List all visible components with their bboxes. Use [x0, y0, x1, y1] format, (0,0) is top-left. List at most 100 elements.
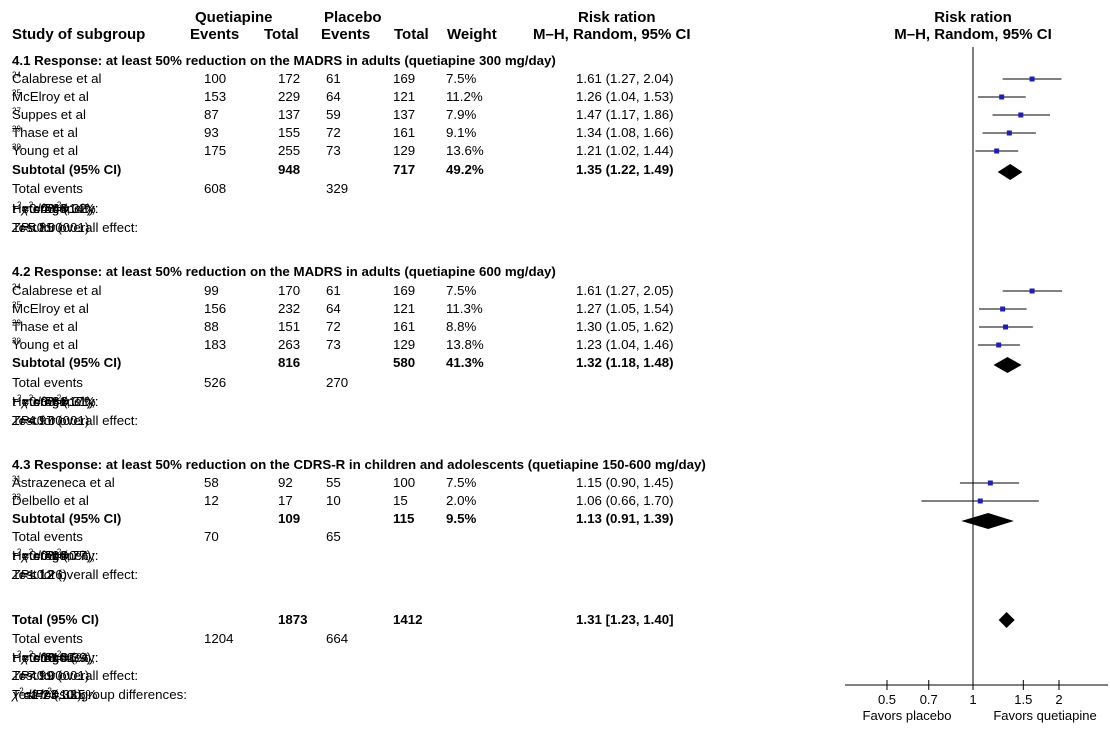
risk-ratio-ci: 1.61 (1.27, 2.05)	[576, 283, 674, 298]
subtotal-risk-ratio-ci: 1.13 (0.91, 1.39)	[576, 511, 674, 526]
study-name: Thase et al	[12, 125, 78, 140]
weight: 7.5%	[446, 283, 477, 298]
x-tick-label: 2	[1055, 692, 1062, 707]
study-name: Calabrese et al	[12, 71, 102, 86]
plot-title: Risk ration	[934, 9, 1012, 26]
grand-overall-effect-prefix: Test for overall effect:	[12, 668, 139, 683]
study-point	[1006, 130, 1012, 136]
overall-effect-text: Test for overall effect: Z =1.12 (P <0.26)	[12, 566, 138, 584]
study-name-cell: Young et al 30	[12, 142, 78, 160]
placebo-events: 73	[326, 337, 341, 352]
tau-symbol: τ	[12, 650, 17, 665]
placebo-total: 129	[393, 143, 416, 158]
i-symbol: I	[53, 548, 57, 563]
weight: 2.0%	[446, 493, 477, 508]
overall-effect-row: Test for overall effect: Z =5.85 (P <0.000…	[0, 219, 860, 237]
quetiapine-total: 170	[278, 283, 301, 298]
study-row: Thase et al 29 88 151 72 161 8.8% 1.30 (1.05, 1…	[0, 318, 860, 336]
grand-total-events-placebo: 664	[326, 631, 349, 646]
subtotal-quetiapine-total: 816	[278, 355, 301, 370]
chi-squared: 2	[28, 547, 34, 557]
quetiapine-total: 17	[278, 493, 293, 508]
chi-value: =10.62,	[33, 650, 78, 665]
i-symbol: I	[43, 687, 48, 702]
heterogeneity-text: Heterogeneity: τ2 =0.00; χ2 =3.61, df =3 (P…	[12, 393, 98, 411]
risk-ratio-ci: 1.21 (1.02, 1.44)	[576, 143, 674, 158]
placebo-events: 10	[326, 493, 341, 508]
tau-symbol: τ	[12, 201, 17, 216]
heterogeneity-row: Heterogeneity: τ2 =0.00; χ2 =4.68, df =4 (P…	[0, 200, 860, 218]
study-name-cell: Young et al 30	[12, 336, 78, 354]
p-value: =0.77);	[53, 548, 95, 563]
study-row: Young et al 30 183 263 73 129 13.8% 1.23 (1.04,…	[0, 336, 860, 354]
tau-symbol: τ	[12, 548, 17, 563]
grand-total-events-quetiapine: 1204	[204, 631, 234, 646]
chi-value: =4.68,	[33, 201, 71, 216]
subtotal-label: Subtotal (95% CI)	[12, 162, 122, 177]
p-value: <0.26)	[29, 567, 68, 582]
tau-value: =0.00;	[21, 650, 59, 665]
subgroup-title-row: 4.1 Response: at least 50% reduction on …	[0, 52, 860, 70]
total-events-label: Total events	[12, 375, 83, 390]
study-row: Calabrese et al 24 100 172 61 169 7.5% 1.61 (1.…	[0, 70, 860, 88]
weight: 11.3%	[446, 301, 483, 316]
risk-ratio-ci: 1.34 (1.08, 1.66)	[576, 125, 674, 140]
total-events-label: Total events	[12, 181, 83, 196]
risk-ratio-ci: 1.15 (0.90, 1.45)	[576, 475, 674, 490]
df-value: =4 (	[44, 201, 68, 216]
chi-squared: 2	[28, 393, 34, 403]
tau-value: =0.00;	[21, 548, 59, 563]
z-symbol: Z	[12, 413, 21, 428]
z-symbol: Z	[12, 220, 21, 235]
weight: 9.1%	[446, 125, 477, 140]
chi-symbol: χ	[21, 650, 29, 665]
weight: 7.5%	[446, 475, 477, 490]
placebo-events: 55	[326, 475, 341, 490]
heterogeneity-prefix: Heterogeneity:	[12, 201, 99, 216]
subgroup-differences-prefix: Test for subgroup differences:	[12, 687, 187, 702]
study-ref: 29	[12, 124, 21, 134]
total-events-quetiapine: 526	[204, 375, 227, 390]
study-point	[1029, 288, 1035, 294]
forest-table: 4.1 Response: at least 50% reduction on …	[0, 52, 860, 702]
placebo-events: 61	[326, 283, 341, 298]
study-row: Suppes et al 27 87 137 59 137 7.9% 1.47 (1.17, …	[0, 106, 860, 124]
study-name: Thase et al	[12, 319, 78, 334]
chi-symbol: χ	[21, 201, 29, 216]
chi-squared: 2	[28, 200, 34, 210]
grand-total-placebo: 1412	[393, 612, 423, 627]
placebo-header: Placebo	[324, 9, 382, 26]
chi-symbol: χ	[12, 687, 20, 702]
weight-header: Weight	[447, 26, 497, 43]
i-value: =0%	[61, 548, 89, 563]
quetiapine-total: 229	[278, 89, 301, 104]
placebo-events: 64	[326, 89, 341, 104]
study-point	[994, 148, 1000, 154]
study-row: Calabrese et al 24 99 170 61 169 7.5% 1.61 (1.2…	[0, 282, 860, 300]
grand-total-events-label: Total events	[12, 631, 83, 646]
quetiapine-total-header: Total	[264, 26, 299, 43]
chi-value: =3.61,	[33, 394, 71, 409]
tau-value: =0.00;	[21, 201, 59, 216]
x-tick-label: 0.7	[920, 692, 938, 707]
study-row: McElroy et al 25 153 229 64 121 11.2% 1.26 (1.0…	[0, 88, 860, 106]
subtotal-weight: 9.5%	[446, 511, 477, 526]
placebo-events: 72	[326, 319, 341, 334]
risk-ratio-ci: 1.30 (1.05, 1.62)	[576, 319, 674, 334]
overall-effect-row: Test for overall effect: Z =1.12 (P <0.26)	[0, 566, 860, 584]
study-ref: 30	[12, 336, 21, 346]
placebo-total-header: Total	[394, 26, 429, 43]
subtotal-label: Subtotal (95% CI)	[12, 355, 122, 370]
quetiapine-events: 58	[204, 475, 219, 490]
chi-value: =0.09,	[33, 548, 71, 563]
i-squared: 2	[56, 393, 62, 403]
df-symbol: df	[33, 201, 45, 216]
total-events-quetiapine: 70	[204, 529, 219, 544]
weight: 11.2%	[446, 89, 483, 104]
subgroup-title: 4.1 Response: at least 50% reduction on …	[12, 53, 556, 68]
quetiapine-events: 156	[204, 301, 227, 316]
study-ref: 24	[12, 70, 21, 80]
overall-effect-prefix: Test for overall effect:	[12, 220, 139, 235]
i-value: =17%	[61, 394, 96, 409]
i-squared: 2	[56, 547, 62, 557]
